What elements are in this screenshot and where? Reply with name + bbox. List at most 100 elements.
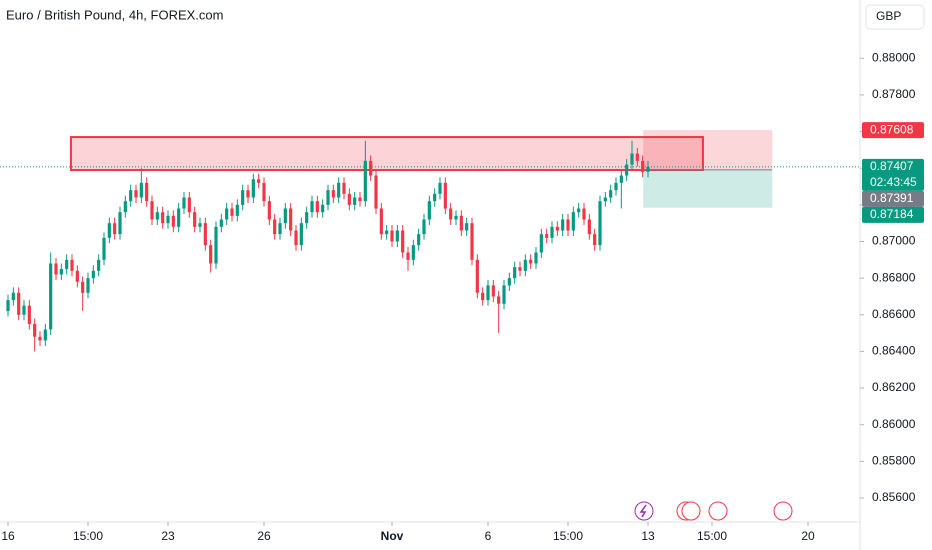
candle-body xyxy=(203,223,207,246)
resistance-zone xyxy=(69,136,704,172)
candle-body xyxy=(422,219,426,235)
candle-body xyxy=(129,190,133,202)
candle-body xyxy=(593,234,597,246)
candle-body xyxy=(406,252,410,260)
candle-body xyxy=(641,160,645,172)
candle-body xyxy=(219,219,223,227)
candle-body xyxy=(75,270,79,282)
x-tick-label: 15:00 xyxy=(697,529,727,543)
candle-body xyxy=(523,259,527,271)
y-tick-label: 0.85800 xyxy=(872,454,916,468)
candle-body xyxy=(305,212,309,224)
y-tick-label: 0.86200 xyxy=(872,380,916,394)
candle-body xyxy=(577,208,581,213)
candle-body xyxy=(278,223,282,235)
icon xyxy=(639,504,647,518)
candle-body xyxy=(331,190,335,198)
icon[interactable] xyxy=(773,501,793,521)
candle-body xyxy=(283,208,287,224)
price-label-bg xyxy=(862,206,924,223)
candle-body xyxy=(609,190,613,198)
x-tick-label: 23 xyxy=(161,529,175,543)
candle-body xyxy=(555,226,559,231)
candle-body xyxy=(54,263,58,275)
candle-body xyxy=(433,193,437,202)
currency-button[interactable] xyxy=(865,4,925,30)
candle-body xyxy=(411,245,415,260)
candle-body xyxy=(385,230,389,235)
y-tick-label: 0.88000 xyxy=(872,50,916,64)
candle-body xyxy=(417,234,421,246)
y-tick-label: 0.85600 xyxy=(872,490,916,504)
candle-body xyxy=(49,263,53,330)
x-tick-label: 16 xyxy=(1,529,15,543)
candle-body xyxy=(299,223,303,246)
candle-body xyxy=(107,223,111,238)
candle-body xyxy=(171,215,175,227)
candle-body xyxy=(353,197,357,205)
candle-body xyxy=(118,212,122,235)
countdown: 02:43:45 xyxy=(870,175,917,189)
candle-body xyxy=(582,208,586,220)
candle-body xyxy=(625,164,629,176)
x-tick-label: 6 xyxy=(485,529,492,543)
candle-body xyxy=(102,237,106,260)
candle-body xyxy=(262,182,266,202)
candle-body xyxy=(513,267,517,279)
price-label: 0.87407 xyxy=(870,159,914,173)
candle-body xyxy=(70,259,74,271)
candle-body xyxy=(635,153,639,161)
candle-body xyxy=(321,204,325,213)
candle-body xyxy=(267,201,271,220)
candle-body xyxy=(187,197,191,213)
candle-body xyxy=(427,201,431,220)
candle-body xyxy=(491,285,495,297)
candle-body xyxy=(17,292,21,315)
candle-body xyxy=(539,234,543,253)
candle-body xyxy=(123,201,127,213)
price-label-bg xyxy=(862,158,924,191)
candle-body xyxy=(598,201,602,246)
candle-body xyxy=(150,201,154,220)
candle-body xyxy=(534,252,538,264)
x-tick-label: 15:00 xyxy=(553,529,583,543)
candle-body xyxy=(43,329,47,341)
y-tick-label: 0.86600 xyxy=(872,307,916,321)
price-label-bg xyxy=(862,122,924,139)
candle-body xyxy=(86,278,90,293)
candle-body xyxy=(550,226,554,238)
candle-body xyxy=(443,182,447,209)
candle-body xyxy=(273,219,277,235)
currency[interactable]: GBP xyxy=(876,9,901,23)
icon[interactable] xyxy=(634,501,654,521)
candle-body xyxy=(459,215,463,231)
price-label-bg xyxy=(862,190,924,207)
icon[interactable] xyxy=(708,501,728,521)
candle-body xyxy=(6,300,10,312)
candle-body xyxy=(161,212,165,224)
candle-body xyxy=(251,179,255,198)
y-tick-label: 0.86400 xyxy=(872,344,916,358)
candle-body xyxy=(113,223,117,235)
candle-body xyxy=(134,190,138,198)
candle-body xyxy=(465,223,469,231)
price-label: 0.87391 xyxy=(870,191,914,205)
x-tick-label: 20 xyxy=(801,529,815,543)
candle-body xyxy=(182,197,186,209)
candle-body xyxy=(337,182,341,198)
event-icons xyxy=(634,501,793,521)
candle-body xyxy=(646,166,650,172)
candle-body xyxy=(225,208,229,220)
candle-body xyxy=(379,208,383,235)
candle-body xyxy=(363,160,367,202)
candle-body xyxy=(289,208,293,231)
candle-body xyxy=(395,230,399,242)
candle-body xyxy=(214,226,218,264)
candle-body xyxy=(257,179,261,183)
stop-area xyxy=(643,130,773,170)
icon[interactable] xyxy=(681,501,701,521)
candle-body xyxy=(438,182,442,194)
x-tick-label: 15:00 xyxy=(73,529,103,543)
candle-body xyxy=(358,197,362,202)
candle-body xyxy=(139,182,143,198)
